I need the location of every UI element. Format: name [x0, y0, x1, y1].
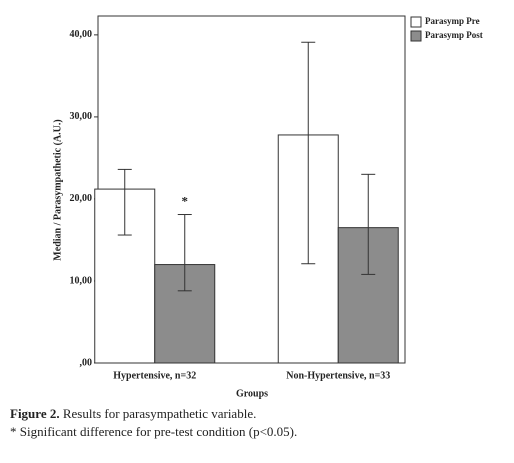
chart: Median / Parasympathetic (A.U.) Groups ,… — [52, 15, 483, 399]
y-tick-label: 30,00 — [70, 111, 93, 122]
y-tick-label: 40,00 — [70, 29, 93, 40]
y-axis-label: Median / Parasympathetic (A.U.) — [52, 119, 63, 260]
legend-swatch — [410, 30, 422, 42]
legend-label: Parasymp Pre — [425, 16, 480, 26]
x-tick-label: Non-Hypertensive, n=33 — [286, 370, 390, 381]
caption-note: * Significant difference for pre-test co… — [10, 424, 298, 439]
significance-marker: * — [182, 194, 189, 209]
caption-line: Figure 2. Results for parasympathetic va… — [10, 406, 256, 422]
caption-label: Figure 2. — [10, 406, 60, 421]
y-tick-label: 10,00 — [70, 275, 93, 286]
legend-label: Parasymp Post — [425, 30, 483, 40]
x-axis-label: Groups — [236, 388, 268, 399]
y-tick-label: ,00 — [80, 357, 93, 368]
y-tick-label: 20,00 — [70, 193, 93, 204]
legend-swatch — [410, 16, 422, 28]
caption-text: Results for parasympathetic variable. — [62, 406, 257, 421]
x-tick-label: Hypertensive, n=32 — [113, 370, 196, 381]
